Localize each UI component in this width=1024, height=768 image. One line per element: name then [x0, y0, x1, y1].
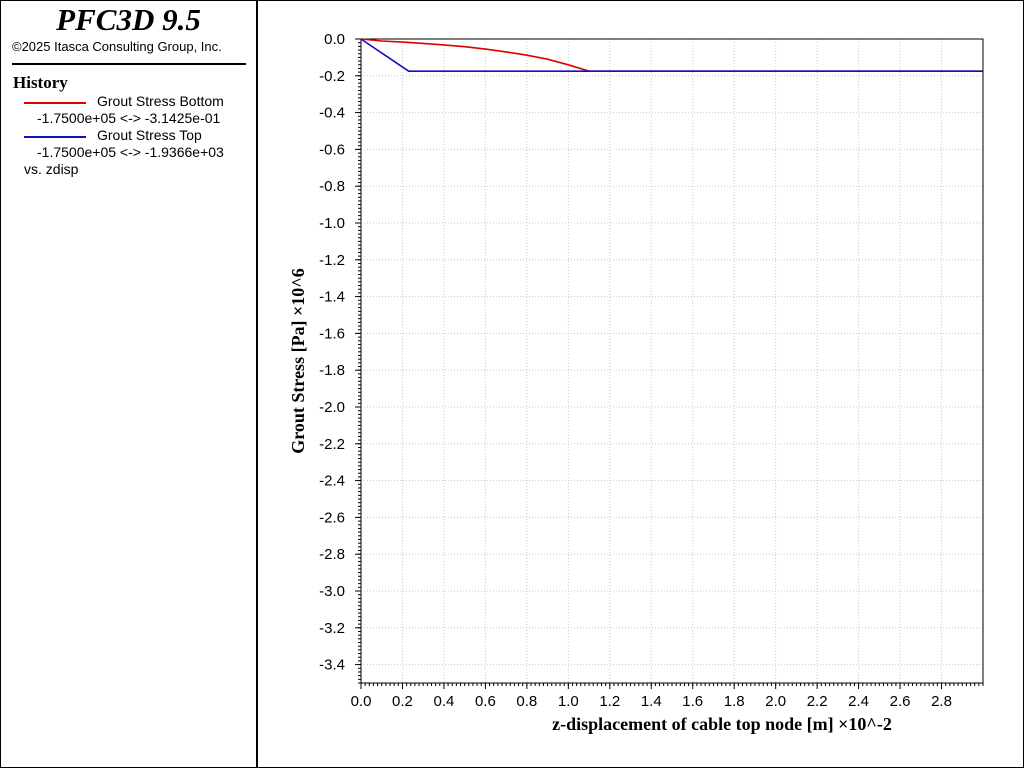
y-tick-label: -3.4 [319, 657, 345, 674]
x-tick-label: 2.4 [848, 693, 869, 710]
copyright-text: ©2025 Itasca Consulting Group, Inc. [12, 39, 222, 54]
y-axis-title: Grout Stress [Pa] ×10^6 [288, 268, 308, 454]
y-tick-label: -0.8 [319, 178, 345, 195]
y-tick-label: -2.4 [319, 473, 345, 490]
y-tick-label: -1.2 [319, 252, 345, 269]
x-axis-title: z-displacement of cable top node [m] ×10… [552, 714, 892, 734]
legend-swatch-grout-stress-bottom [24, 102, 86, 104]
x-tick-label: 1.4 [641, 693, 662, 710]
x-tick-label: 2.2 [807, 693, 828, 710]
grid-lines [361, 39, 983, 683]
x-tick-label: 1.0 [558, 693, 579, 710]
x-tick-label: 1.8 [724, 693, 745, 710]
plot-area-border [360, 38, 984, 684]
y-tick-label: -2.6 [319, 509, 345, 526]
series-line-grout-stress-top [360, 38, 983, 72]
x-tick-label: 1.2 [599, 693, 620, 710]
app-title: PFC3D 9.5 [56, 2, 201, 37]
x-tick-label: 0.4 [434, 693, 455, 710]
x-tick-label: 2.0 [765, 693, 786, 710]
x-tick-label: 2.6 [890, 693, 911, 710]
legend-label-grout-stress-bottom: Grout Stress Bottom [97, 93, 224, 109]
y-tick-label: -1.4 [319, 289, 345, 306]
y-tick-label: -0.4 [319, 105, 345, 122]
legend-swatch-grout-stress-top [24, 136, 86, 138]
x-tick-label: 2.8 [931, 693, 952, 710]
legend-label-grout-stress-top: Grout Stress Top [97, 127, 202, 143]
legend-range-grout-stress-top: -1.7500e+05 <-> -1.9366e+03 [37, 144, 224, 160]
x-tick-label: 0.8 [516, 693, 537, 710]
y-tick-label: -0.6 [319, 141, 345, 158]
y-tick-label: -2.8 [319, 546, 345, 563]
y-tick-label: -3.0 [319, 583, 345, 600]
y-tick-label: -2.2 [319, 436, 345, 453]
axis-ticks [355, 38, 984, 689]
chart-svg: 0.0 0.2 0.4 0.6 0.8 1.0 1.2 1.4 1.6 1.8 2.0 2.2 2.4 2… [288, 31, 984, 734]
history-heading: History [13, 73, 68, 92]
x-tick-label: 0.2 [392, 693, 413, 710]
series-line-grout-stress-bottom [360, 38, 983, 72]
x-tick-label: 1.6 [682, 693, 703, 710]
x-tick-label: 0.6 [475, 693, 496, 710]
y-tick-label: 0.0 [324, 31, 345, 48]
y-tick-label: -3.2 [319, 620, 345, 637]
legend-panel: PFC3D 9.5 ©2025 Itasca Consulting Group,… [1, 1, 258, 767]
legend-vs-label: vs. zdisp [24, 161, 79, 177]
tick-labels: 0.0 0.2 0.4 0.6 0.8 1.0 1.2 1.4 1.6 1.8 2.0 2.2 2.4 2… [319, 31, 952, 710]
legend-range-grout-stress-bottom: -1.7500e+05 <-> -3.1425e-01 [37, 110, 221, 126]
y-tick-label: -1.8 [319, 362, 345, 379]
y-tick-label: -1.6 [319, 325, 345, 342]
data-series [360, 38, 983, 72]
x-tick-label: 0.0 [351, 693, 372, 710]
y-tick-label: -0.2 [319, 68, 345, 85]
y-tick-label: -2.0 [319, 399, 345, 416]
y-tick-label: -1.0 [319, 215, 345, 232]
title-divider [12, 63, 246, 65]
